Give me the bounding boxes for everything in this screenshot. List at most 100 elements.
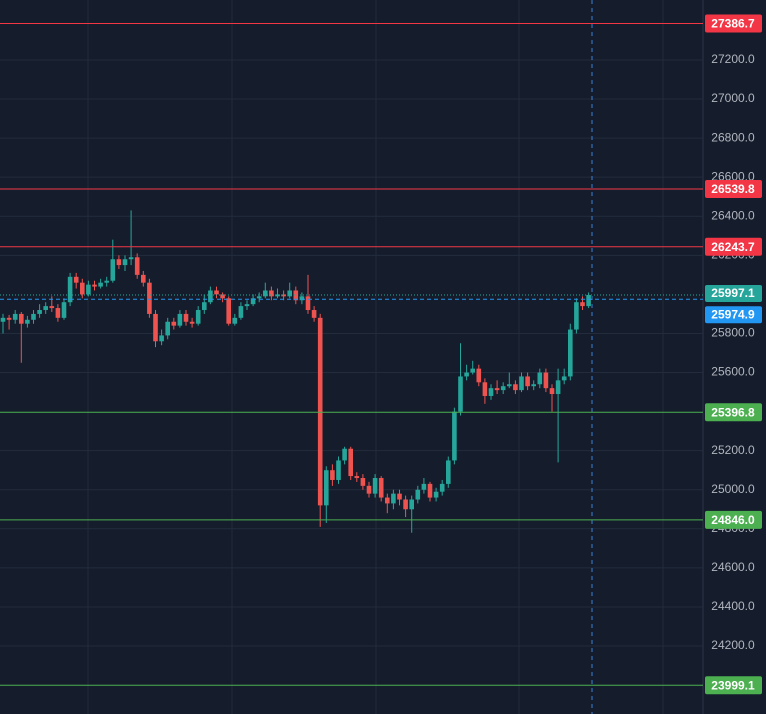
y-tick-label: 25200.0 [711,443,755,457]
candle-body [470,368,475,373]
candle-body [73,276,79,283]
level-label-box [705,403,762,422]
level-label-box [705,237,762,256]
candle-body [561,376,567,381]
candle-body [116,259,122,266]
candle-body [141,274,146,283]
candle-body [12,313,18,320]
candle-body [232,317,238,324]
candle-body [19,313,24,324]
candle-body [299,296,305,301]
level-label: 27386.7 [711,17,755,31]
candle-body [55,308,61,318]
candle-body [293,290,299,301]
candle-body [195,310,201,324]
candle-body [403,499,408,510]
y-tick-label: 25000.0 [711,482,755,496]
candle-body [256,296,262,299]
candle-body [488,388,494,396]
candle-body [171,321,177,326]
candle-body [189,321,195,324]
candle-body [214,290,219,295]
level-label-box [705,179,762,198]
y-tick-label: 26600.0 [711,169,755,183]
candle-body [153,313,158,342]
candle-body [43,306,48,311]
candle-body [49,306,55,309]
candle-body [177,313,183,326]
candle-body [37,310,42,314]
candle-body [452,411,457,461]
candle-body [263,290,268,297]
candle-body [336,460,341,480]
level-label-box [705,510,762,529]
candle-body [324,470,329,506]
candle-body [220,294,225,299]
y-tick-label: 25600.0 [711,365,755,379]
candle-body [360,478,366,486]
candle-body [0,317,6,322]
candle-body [568,329,573,377]
price-label-box [705,306,762,324]
candle-body [446,460,451,484]
candle-body [439,483,445,492]
candle-body [586,294,591,307]
candle-body [275,294,280,297]
level-label: 25396.8 [711,405,755,419]
candle-body [202,302,207,311]
candle-body [378,478,384,498]
candle-body [159,335,164,342]
level-label: 23999.1 [711,678,755,692]
candle-body [61,302,67,318]
candle-body [391,493,396,504]
level-label: 24846.0 [711,513,755,527]
candle-body [165,321,170,336]
price-label: 25997.1 [711,286,755,300]
candle-body [348,448,353,477]
candle-body [92,284,97,287]
candle-body [311,310,317,318]
candle-body [67,276,73,303]
candle-body [519,376,524,391]
time-grid [87,0,664,714]
candle-body [574,302,579,330]
candle-body [427,483,433,498]
candle-body [134,257,140,275]
candle-body [86,284,91,295]
y-tick-label: 24400.0 [711,599,755,613]
candle-body [317,317,323,506]
candle-body [128,257,134,260]
candle-body [372,478,378,494]
candle-body [238,306,244,318]
y-tick-label: 24600.0 [711,560,755,574]
candle-body [507,384,512,387]
candle-body [281,294,286,297]
candle-body [537,372,543,385]
level-label: 26243.7 [711,240,755,254]
candle-body [330,470,335,480]
candle-body [555,380,561,395]
candle-body [366,485,372,494]
candle-body [433,491,439,498]
candle-body [183,313,189,322]
candle-body [476,368,482,383]
candle-body [415,489,421,500]
candle-body [409,499,414,510]
candle-body [244,304,250,307]
candle-body [397,493,402,500]
candle-body [543,372,549,389]
candle-body [31,313,36,320]
level-label-box [705,14,762,33]
candle-body [98,282,103,287]
y-tick-label: 26800.0 [711,130,755,144]
candle-body [122,259,128,266]
y-tick-label: 27200.0 [711,52,755,66]
candle-body [458,376,463,412]
level-label: 26539.8 [711,182,755,196]
candle-body [110,259,116,281]
candle-body [269,290,274,297]
y-tick-label: 27000.0 [711,91,755,105]
candle-body [580,302,585,307]
candle-body [104,280,109,283]
candle-body [464,372,469,377]
